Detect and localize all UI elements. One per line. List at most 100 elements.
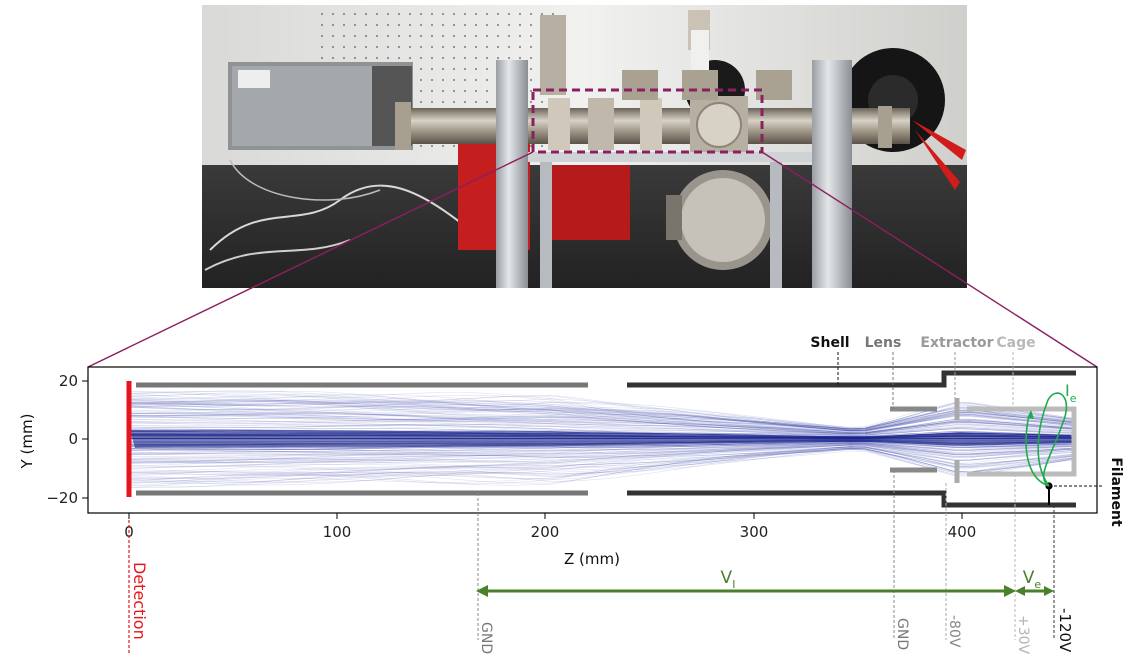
trajectory-line [129,443,1076,460]
trajectory-line [129,447,1076,488]
trajectory-line [129,391,1076,430]
trajectory-line [129,446,1076,471]
trajectory-line [129,444,1076,468]
label-cage: Cage [996,335,1035,351]
trajectory-line [129,444,1076,464]
ion-trajectories [129,390,1076,489]
zoom-line-right [761,151,1098,368]
trajectory-line [129,402,1076,431]
trajectory-line [129,413,1076,434]
potential-gnd-drift: GND [478,622,494,654]
trajectory-line [129,394,1076,430]
trajectory-line [129,442,1076,456]
trajectory-line [129,420,1076,435]
trajectory-line [129,405,1076,431]
trajectory-line [129,446,1076,479]
potential-extractor: -80V [946,615,962,648]
trajectory-line [129,443,1076,463]
trajectory-line [129,444,1076,466]
trajectory-line [129,405,1076,431]
label-shell: Shell [810,335,849,351]
trajectory-line [130,390,1076,429]
trajectory-line [129,443,1076,460]
x-axis: 0 100 200 300 400 Z (mm) [124,513,976,568]
trajectory-line [129,406,1076,432]
trajectory-line [129,422,1076,437]
trajectory-line [129,412,1076,434]
label-extractor: Extractor [920,335,993,351]
electron-arrow [1027,410,1034,419]
trajectory-line [129,447,1076,483]
x-tick-label: 100 [323,523,352,541]
trajectory-line [129,396,1076,429]
electron-voltage-label: Ve [1023,568,1042,591]
trajectory-line [129,399,1076,432]
trajectory-line [129,447,1076,484]
trajectory-line [129,399,1076,431]
trajectory-line [129,447,1076,476]
x-tick-label: 400 [948,523,977,541]
trajectory-line [129,447,1076,484]
label-lens: Lens [865,335,902,351]
y-axis-label: Y (mm) [18,414,36,470]
trajectory-line [130,395,1076,430]
trajectory-line [129,442,1076,455]
trajectory-line [129,442,1076,456]
trajectory-line [129,393,1076,429]
potential-filament: -120V [1056,608,1074,653]
trajectory-line [129,448,1076,483]
trajectory-line [129,401,1076,430]
electron-loop [1037,392,1068,487]
trajectory-line [130,413,1076,434]
trajectory-line [129,443,1076,464]
trajectory-line [129,444,1076,464]
trajectory-line [129,400,1076,432]
trajectory-line [129,450,1076,489]
trajectory-line [129,412,1076,434]
trajectory-line [129,399,1076,431]
trajectory-line [129,402,1076,433]
trajectory-line [129,448,1076,483]
label-filament: Filament [1108,457,1124,527]
zoom-line-left [87,151,534,368]
detection-label: Detection [130,562,149,640]
trajectory-line [129,440,1076,451]
trajectory-line [129,403,1076,431]
trajectory-line [129,446,1076,476]
trajectory-line [129,402,1076,432]
trajectory-line [129,399,1076,430]
trajectory-line [129,442,1076,456]
trajectory-line [129,401,1076,432]
trajectory-line [129,393,1076,430]
trajectory-line [130,441,1076,450]
trajectory-line [129,415,1076,434]
trajectory-line [129,398,1076,430]
y-tick-label: 0 [68,430,78,448]
trajectory-line [129,441,1076,451]
trajectory-line [129,402,1076,432]
trajectory-line [129,414,1076,435]
apparatus-photo [202,5,967,288]
shell-bottom [627,490,1076,508]
trajectory-line [129,446,1076,475]
trajectory-line [129,448,1076,486]
trajectory-line [129,412,1076,434]
trajectory-line [130,442,1076,457]
electron-path-up [1025,411,1050,487]
trajectory-line [129,418,1076,435]
trajectory-line [129,406,1076,433]
trajectory-line [129,404,1076,433]
trajectory-line [129,401,1076,431]
trajectory-line [129,414,1076,435]
trajectory-line [129,447,1076,483]
trajectory-line [129,447,1076,476]
electron-current-label: Ie [1065,381,1077,405]
trajectory-line [129,424,1076,436]
trajectory-line [129,424,1076,436]
trajectory-line [129,423,1076,436]
trajectory-line [129,443,1076,463]
y-tick-label: 20 [59,372,78,390]
potential-cage: +30V [1015,615,1031,655]
trajectory-line [130,413,1076,435]
